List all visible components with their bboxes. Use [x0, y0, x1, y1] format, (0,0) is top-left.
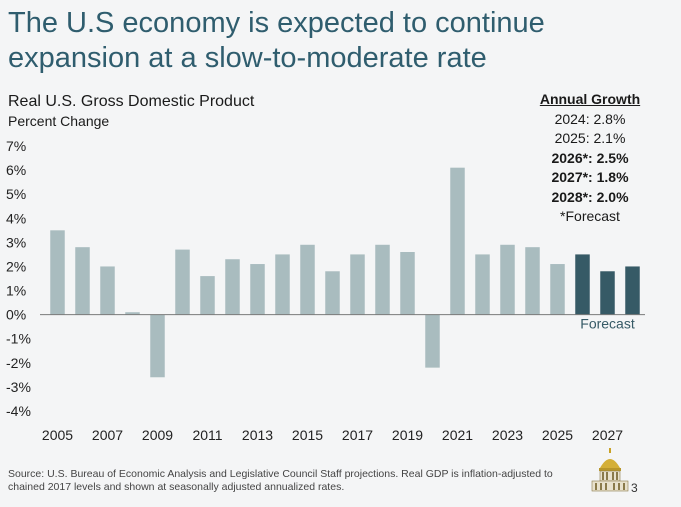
forecast-bar	[625, 266, 640, 315]
y-tick-label: 6%	[6, 162, 26, 178]
gdp-bar	[150, 314, 165, 378]
x-tick-label: 2023	[492, 427, 523, 443]
x-tick-label: 2025	[542, 427, 573, 443]
gdp-bar	[325, 271, 340, 315]
gdp-bar	[200, 276, 215, 315]
annual-growth-item: 2027*: 1.8%	[551, 169, 629, 185]
gdp-bar-chart: 7% 6% 5% 4% 3% 2% 1% 0% -1% -2% -3% -4% 2005 2007 2009…	[6, 138, 645, 443]
y-tick-label: -4%	[6, 403, 31, 419]
gdp-bar	[300, 244, 315, 315]
forecast-bar	[575, 254, 590, 315]
annual-growth-item: 2024: 2.8%	[554, 110, 626, 127]
x-tick-label: 2013	[242, 427, 273, 443]
gdp-bar	[350, 254, 365, 315]
gdp-bar	[375, 244, 390, 315]
gdp-bar	[225, 259, 240, 315]
gdp-bar	[100, 266, 115, 315]
chart-subtitle: Percent Change	[8, 113, 110, 129]
x-tick-label: 2019	[392, 427, 423, 443]
y-tick-label: 2%	[6, 258, 26, 274]
gdp-bar	[525, 247, 540, 315]
x-tick-label: 2007	[92, 427, 123, 443]
y-tick-label: 3%	[6, 234, 26, 250]
y-tick-label: 0%	[6, 307, 26, 323]
annual-growth-heading: Annual Growth	[539, 91, 641, 107]
slide-title: The U.S economy is expected to continue …	[8, 7, 545, 74]
x-tick-label: 2017	[342, 427, 373, 443]
gdp-bar	[275, 254, 290, 315]
y-tick-label: -1%	[6, 331, 31, 347]
gdp-bar	[125, 312, 140, 315]
page-number: 3	[631, 481, 638, 495]
gdp-bar	[175, 249, 190, 315]
capitol-dome-logo	[591, 448, 629, 492]
annual-growth-item: 2025: 2.1%	[554, 130, 626, 146]
source-note: Source: U.S. Bureau of Economic Analysis…	[8, 468, 553, 493]
y-tick-label: 7%	[6, 138, 26, 154]
chart-title: Real U.S. Gross Domestic Product	[8, 93, 255, 110]
forecast-bar	[600, 271, 615, 315]
annual-growth-box: Annual Growth 2024: 2.8% 2025: 2.1% 2026…	[520, 90, 660, 227]
x-tick-label: 2009	[142, 427, 173, 443]
x-tick-label: 2015	[292, 427, 323, 443]
forecast-annotation: Forecast	[580, 316, 635, 332]
gdp-bar	[75, 247, 90, 315]
gdp-bar	[425, 314, 440, 368]
gdp-bar	[450, 167, 465, 315]
y-tick-label: 1%	[6, 283, 26, 299]
gdp-bar	[500, 244, 515, 315]
y-tick-label: -2%	[6, 355, 31, 371]
gdp-bar	[550, 264, 565, 315]
gdp-bar	[250, 264, 265, 315]
y-tick-label: 5%	[6, 186, 26, 202]
annual-growth-item: 2028*: 2.0%	[551, 188, 629, 205]
x-tick-label: 2027	[592, 427, 623, 443]
y-tick-label: -3%	[6, 379, 31, 395]
x-tick-label: 2021	[442, 427, 473, 443]
gdp-bar	[475, 254, 490, 315]
annual-growth-item: 2026*: 2.5%	[551, 149, 629, 166]
x-tick-label: 2011	[192, 427, 222, 443]
forecast-footnote: *Forecast	[560, 208, 620, 224]
x-tick-label: 2005	[42, 427, 73, 443]
gdp-bar	[50, 230, 65, 315]
y-tick-label: 4%	[6, 210, 26, 226]
gdp-bar	[400, 252, 415, 315]
